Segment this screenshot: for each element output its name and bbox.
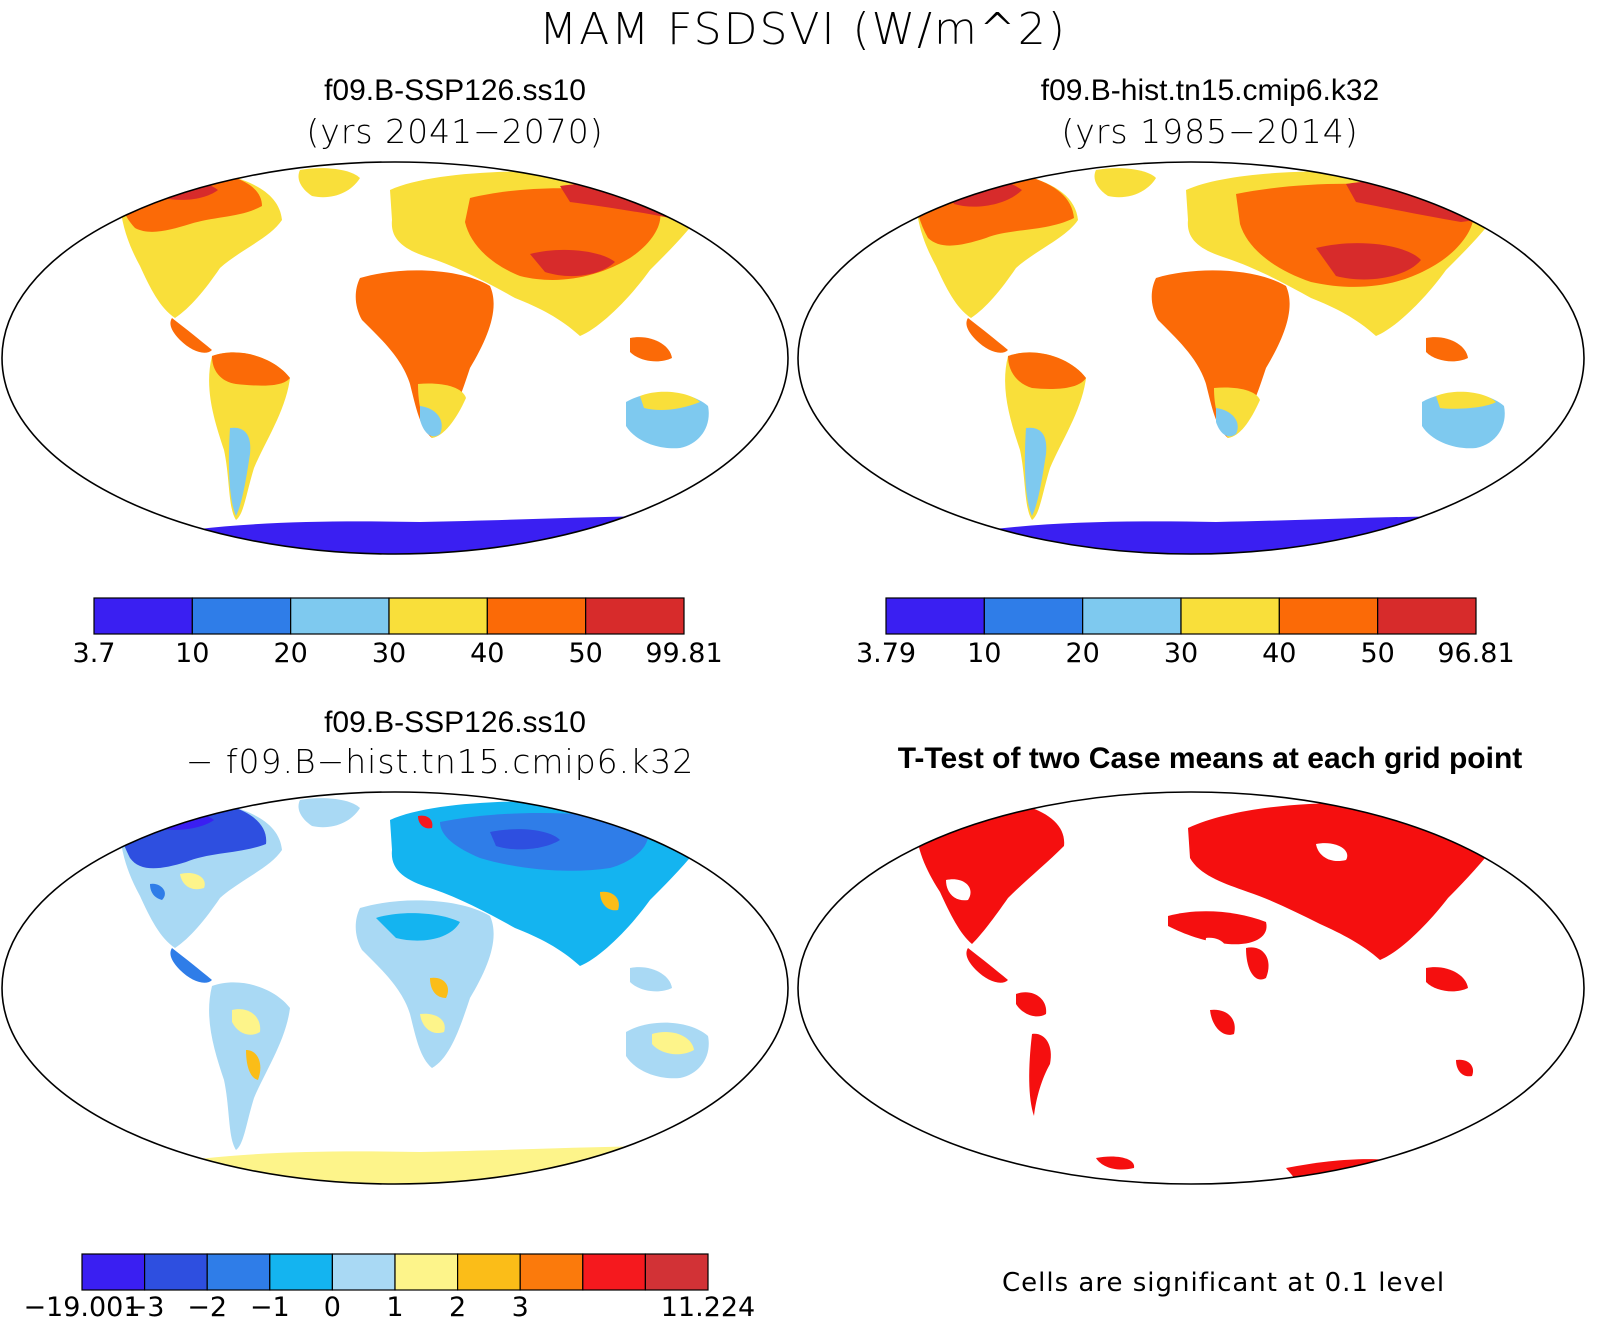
map-top-right [797,161,1585,555]
colorbar-swatch [1180,597,1280,635]
panel-bl-subtitle: − f09.B−hist.tn15.cmip6.k32 [185,742,695,781]
south-america [209,352,290,520]
tick-label: 50 [1360,638,1395,669]
colorbar-swatch [1278,597,1379,635]
tick-label: 3 [511,1292,529,1323]
colorbar-swatch [269,1253,334,1291]
tick-label: 40 [1262,638,1297,669]
tick-label: 1 [386,1292,404,1323]
colorbar-swatch [582,1253,646,1291]
panel-tr-subtitle: (yrs 1985−2014) [1061,112,1359,151]
significance-note: Cells are significant at 0.1 level [1002,1268,1446,1298]
tick-label: 20 [1065,638,1100,669]
colorbar-swatch [191,597,292,635]
colorbar-top-left [93,597,685,635]
colorbar-bottom-left-ticks: −19.001 −3 −2 −1 0 1 2 3 11.224 [23,1292,755,1323]
tick-label: 10 [175,638,210,669]
panel-tl-subtitle: (yrs 2041−2070) [306,112,604,151]
colorbar-swatch [1082,597,1182,635]
tick-label: 99.81 [645,638,723,669]
map-top-left [1,161,789,555]
colorbar-swatch [143,1253,208,1291]
tick-label: 0 [323,1292,341,1323]
tick-label: 30 [371,638,407,669]
tick-label: 20 [273,638,308,669]
tick-label: 40 [470,638,505,669]
tick-label: 30 [1163,638,1199,669]
colorbar-swatch [644,1253,709,1291]
map-bottom-left [1,791,789,1185]
figure-title: MAM FSDSVI (W/m^2) [539,4,1067,55]
tick-label: 11.224 [660,1292,756,1323]
tick-label: −2 [187,1292,228,1323]
colorbar-swatch [81,1253,146,1291]
colorbar-swatch [290,597,390,635]
tick-label: 3.79 [855,638,917,669]
colorbar-swatch [486,597,587,635]
tick-label: −1 [249,1292,290,1323]
colorbar-swatch [457,1253,521,1291]
colorbar-swatch [519,1253,584,1291]
colorbar-top-left-ticks: 3.7 10 20 30 40 50 99.81 [73,638,723,678]
colorbar-bottom-left [81,1253,709,1291]
colorbar-swatch [585,597,685,635]
tick-label: 10 [967,638,1002,669]
panel-tr-title: f09.B-hist.tn15.cmip6.k32 [1040,74,1380,107]
colorbar-swatch [1377,597,1477,635]
tick-label: 96.81 [1437,638,1515,669]
tick-label: −19.001 [23,1292,141,1323]
panel-tl-title: f09.B-SSP126.ss10 [324,74,586,107]
colorbar-swatch [394,1253,459,1291]
tick-label: 2 [449,1292,467,1323]
colorbar-swatch [93,597,193,635]
colorbar-swatch [885,597,985,635]
colorbar-top-right-ticks: 3.79 10 20 30 40 50 96.81 [856,638,1515,678]
colorbar-swatch [983,597,1084,635]
colorbar-swatch [206,1253,271,1291]
panel-br-title: T-Test of two Case means at each grid po… [897,742,1523,775]
colorbar-top-right [885,597,1477,635]
panel-bl-title: f09.B-SSP126.ss10 [324,706,586,739]
tick-label: 50 [568,638,603,669]
colorbar-swatch [388,597,488,635]
tick-label: 3.7 [72,638,116,669]
map-bottom-right [797,791,1585,1185]
tick-label: −3 [124,1292,165,1323]
colorbar-swatch [331,1253,396,1291]
